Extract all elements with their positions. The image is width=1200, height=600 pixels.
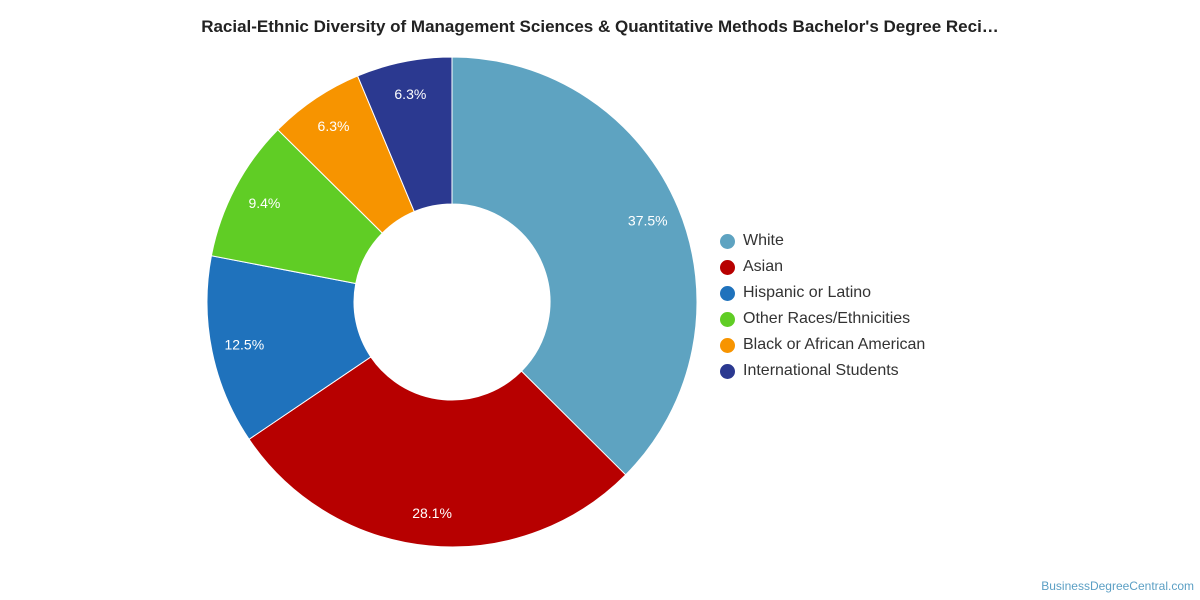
slice-label: 37.5%	[628, 213, 668, 229]
legend-item[interactable]: White	[720, 228, 925, 254]
legend-item[interactable]: International Students	[720, 358, 925, 384]
legend-item[interactable]: Hispanic or Latino	[720, 280, 925, 306]
slice-label: 9.4%	[248, 195, 280, 211]
legend-label: Asian	[743, 258, 784, 275]
donut-slice-labels: 37.5% 28.1% 12.5% 9.4% 6.3% 6.3%	[224, 86, 667, 521]
slice-white[interactable]	[451, 56, 698, 476]
legend-label: Black or African American	[743, 336, 926, 353]
legend-item[interactable]: Other Races/Ethnicities	[720, 306, 925, 332]
slice-label: 12.5%	[224, 337, 264, 353]
chart-legend: White Asian Hispanic or Latino Other Races/…	[720, 228, 925, 384]
legend-swatch	[720, 259, 735, 275]
legend-swatch	[720, 337, 735, 353]
chart-title: Racial-Ethnic Diversity of Management Sc…	[201, 17, 999, 36]
slice-label: 6.3%	[394, 86, 426, 102]
legend-label: International Students	[743, 362, 899, 379]
legend-swatch	[720, 285, 735, 301]
slice-hispanic-or-latino[interactable]	[206, 255, 372, 440]
legend-label: White	[743, 232, 784, 249]
source-credit[interactable]: BusinessDegreeCentral.com	[1041, 579, 1194, 593]
legend-item[interactable]: Asian	[720, 254, 925, 280]
legend-label: Other Races/Ethnicities	[743, 310, 911, 327]
donut-slices	[206, 56, 698, 548]
legend-swatch	[720, 363, 735, 379]
legend-swatch	[720, 233, 735, 249]
slice-asian[interactable]	[248, 356, 627, 548]
slice-label: 6.3%	[318, 118, 350, 134]
legend-swatch	[720, 311, 735, 327]
legend-item[interactable]: Black or African American	[720, 332, 925, 358]
slice-international-students[interactable]	[356, 56, 453, 213]
slice-label: 28.1%	[412, 505, 452, 521]
legend-label: Hispanic or Latino	[743, 284, 872, 301]
